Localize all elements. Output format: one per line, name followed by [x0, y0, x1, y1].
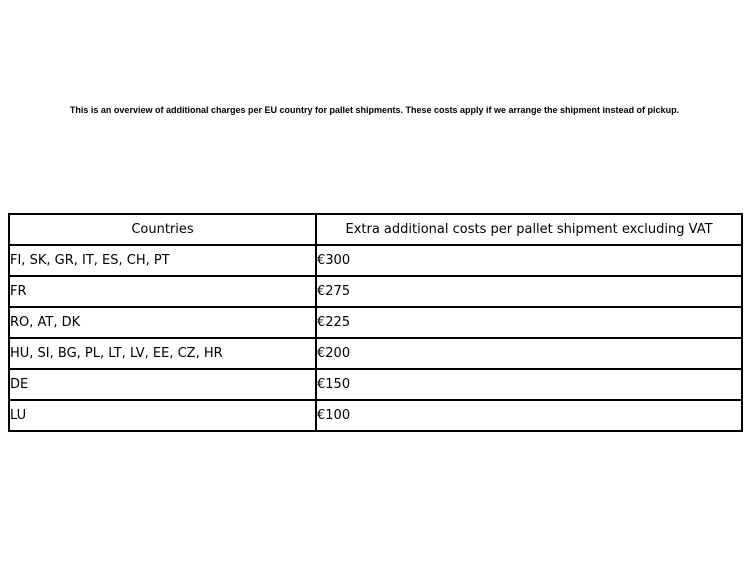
- cost-cell: €225: [315, 306, 743, 339]
- countries-cell: DE: [8, 368, 317, 401]
- cost-cell: €300: [315, 244, 743, 277]
- countries-cell: FI, SK, GR, IT, ES, CH, PT: [8, 244, 317, 277]
- cost-cell: €275: [315, 275, 743, 308]
- cost-cell: €200: [315, 337, 743, 370]
- countries-cell: LU: [8, 399, 317, 432]
- table-row: HU, SI, BG, PL, LT, LV, EE, CZ, HR €200: [8, 337, 743, 370]
- table-row: FR €275: [8, 275, 743, 308]
- intro-text: This is an overview of additional charge…: [69, 105, 680, 115]
- table-row: FI, SK, GR, IT, ES, CH, PT €300: [8, 244, 743, 277]
- cost-cell: €100: [315, 399, 743, 432]
- table-row: DE €150: [8, 368, 743, 401]
- countries-cell: RO, AT, DK: [8, 306, 317, 339]
- table-row: RO, AT, DK €225: [8, 306, 743, 339]
- countries-cell: FR: [8, 275, 317, 308]
- cost-cell: €150: [315, 368, 743, 401]
- header-row: Countries Extra additional costs per pal…: [8, 213, 743, 246]
- countries-cell: HU, SI, BG, PL, LT, LV, EE, CZ, HR: [8, 337, 317, 370]
- countries-column-header: Countries: [8, 213, 317, 246]
- costs-column-header: Extra additional costs per pallet shipme…: [315, 213, 743, 246]
- table-row: LU €100: [8, 399, 743, 432]
- charges-table: Countries Extra additional costs per pal…: [8, 213, 743, 432]
